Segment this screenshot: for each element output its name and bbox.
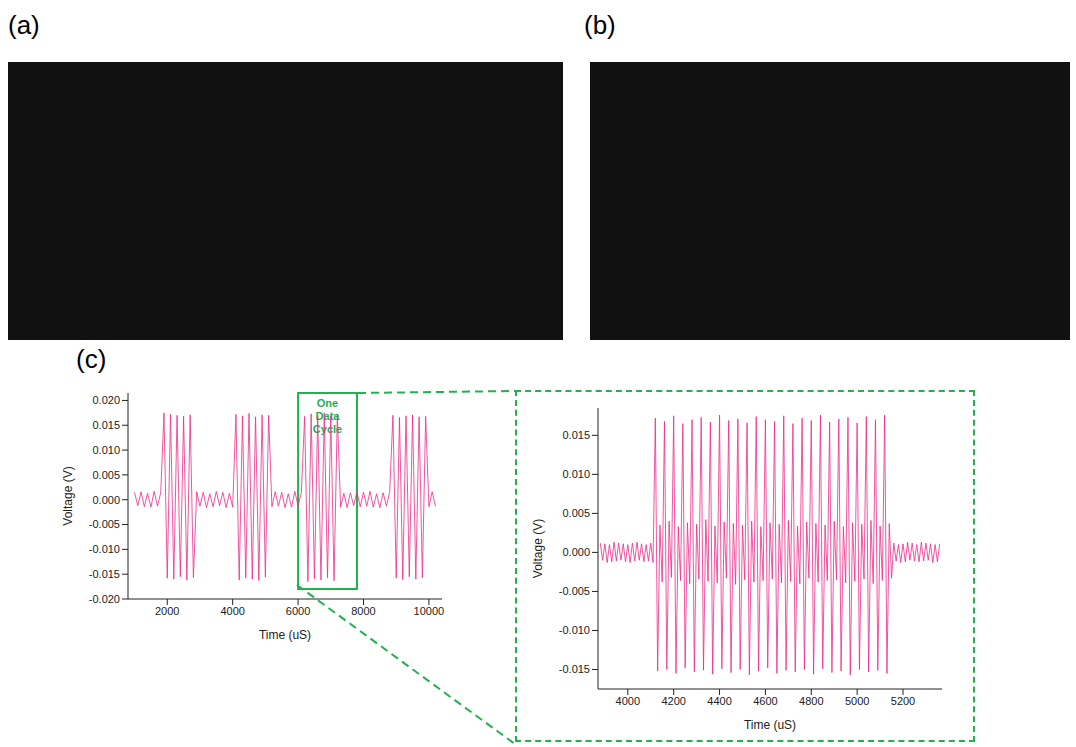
html-text:Data: Data [315, 410, 340, 422]
svg-text:6000: 6000 [286, 605, 310, 617]
svg-text:8000: 8000 [351, 605, 375, 617]
svg-text:-0.005: -0.005 [559, 585, 590, 597]
svg-text:0.000: 0.000 [92, 494, 120, 506]
svg-text:5200: 5200 [891, 695, 915, 707]
html-text:One: One [316, 397, 339, 409]
svg-text:Voltage (V): Voltage (V) [61, 466, 75, 525]
svg-text:0.015: 0.015 [92, 419, 120, 431]
svg-text:4600: 4600 [753, 695, 777, 707]
svg-text:-0.015: -0.015 [89, 568, 120, 580]
svg-text:-0.010: -0.010 [89, 543, 120, 555]
svg-text:4000: 4000 [220, 605, 244, 617]
svg-text:-0.015: -0.015 [559, 663, 590, 675]
svg-text:-0.020: -0.020 [89, 593, 120, 605]
svg-text:4400: 4400 [707, 695, 731, 707]
svg-text:5000: 5000 [845, 695, 869, 707]
svg-text:Voltage (V): Voltage (V) [531, 519, 545, 578]
svg-text:0.005: 0.005 [562, 507, 590, 519]
svg-text:2000: 2000 [155, 605, 179, 617]
svg-text:-0.005: -0.005 [89, 518, 120, 530]
svg-text:10000: 10000 [414, 605, 445, 617]
svg-text:4000: 4000 [616, 695, 640, 707]
html-text:(b): (b) [584, 10, 616, 40]
svg-text:0.020: 0.020 [92, 394, 120, 406]
html-text:(c): (c) [76, 344, 107, 374]
svg-text:Time (uS): Time (uS) [744, 718, 796, 732]
svg-text:-0.010: -0.010 [559, 624, 590, 636]
svg-text:0.015: 0.015 [562, 429, 590, 441]
html-text:Cycle: Cycle [312, 423, 343, 435]
svg-text:0.010: 0.010 [562, 468, 590, 480]
svg-text:4200: 4200 [661, 695, 685, 707]
svg-text:Time (uS): Time (uS) [259, 628, 311, 642]
html-text:(a): (a) [8, 10, 40, 40]
svg-text:4800: 4800 [799, 695, 823, 707]
svg-text:0.010: 0.010 [92, 444, 120, 456]
svg-text:0.000: 0.000 [562, 546, 590, 558]
svg-text:0.005: 0.005 [92, 469, 120, 481]
